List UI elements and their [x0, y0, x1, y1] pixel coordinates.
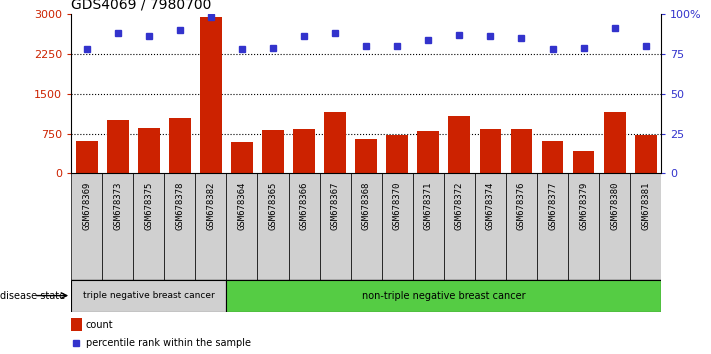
Bar [319, 173, 351, 280]
Bar [542, 141, 563, 173]
Bar [133, 173, 164, 280]
Bar [164, 173, 196, 280]
Text: GSM678366: GSM678366 [299, 182, 309, 230]
Text: GSM678367: GSM678367 [331, 182, 340, 230]
Bar [413, 173, 444, 280]
Text: GSM678370: GSM678370 [392, 182, 402, 230]
Text: GSM678373: GSM678373 [113, 182, 122, 230]
Bar [200, 17, 222, 173]
Text: GSM678377: GSM678377 [548, 182, 557, 230]
Bar [630, 173, 661, 280]
Text: disease state: disease state [0, 291, 65, 301]
Bar [324, 113, 346, 173]
Text: GSM678381: GSM678381 [641, 182, 650, 230]
Text: GSM678378: GSM678378 [176, 182, 184, 230]
Text: GDS4069 / 7980700: GDS4069 / 7980700 [71, 0, 211, 12]
Bar [257, 173, 289, 280]
Bar [102, 173, 133, 280]
Text: GSM678380: GSM678380 [610, 182, 619, 230]
Bar [475, 173, 506, 280]
Bar [572, 151, 594, 173]
Bar [449, 116, 470, 173]
Bar [226, 280, 661, 312]
Bar [107, 120, 129, 173]
Text: GSM678382: GSM678382 [206, 182, 215, 230]
Text: GSM678375: GSM678375 [144, 182, 154, 230]
Text: GSM678364: GSM678364 [237, 182, 247, 230]
Bar [417, 131, 439, 173]
Text: GSM678369: GSM678369 [82, 182, 91, 230]
Bar [262, 130, 284, 173]
Bar [293, 130, 315, 173]
Bar [537, 173, 568, 280]
Bar [510, 129, 533, 173]
Bar [196, 173, 226, 280]
Bar [506, 173, 537, 280]
Text: GSM678372: GSM678372 [455, 182, 464, 230]
Text: GSM678374: GSM678374 [486, 182, 495, 230]
Bar [635, 135, 656, 173]
Bar [71, 173, 102, 280]
Text: percentile rank within the sample: percentile rank within the sample [86, 338, 251, 348]
Bar [71, 280, 226, 312]
Bar [138, 128, 159, 173]
Bar [76, 141, 97, 173]
Text: triple negative breast cancer: triple negative breast cancer [83, 291, 215, 300]
Bar [289, 173, 319, 280]
Bar [386, 135, 408, 173]
Text: non-triple negative breast cancer: non-triple negative breast cancer [362, 291, 525, 301]
Bar [231, 142, 253, 173]
Bar [382, 173, 413, 280]
Bar [568, 173, 599, 280]
Text: GSM678379: GSM678379 [579, 182, 588, 230]
Bar [226, 173, 257, 280]
Bar [169, 118, 191, 173]
Text: GSM678368: GSM678368 [362, 182, 370, 230]
Bar [444, 173, 475, 280]
Bar [351, 173, 382, 280]
Text: GSM678376: GSM678376 [517, 182, 526, 230]
Text: GSM678371: GSM678371 [424, 182, 433, 230]
Bar [71, 318, 82, 331]
Bar [604, 113, 626, 173]
Bar [479, 130, 501, 173]
Text: GSM678365: GSM678365 [269, 182, 277, 230]
Bar [356, 139, 377, 173]
Text: count: count [86, 320, 114, 330]
Bar [599, 173, 630, 280]
